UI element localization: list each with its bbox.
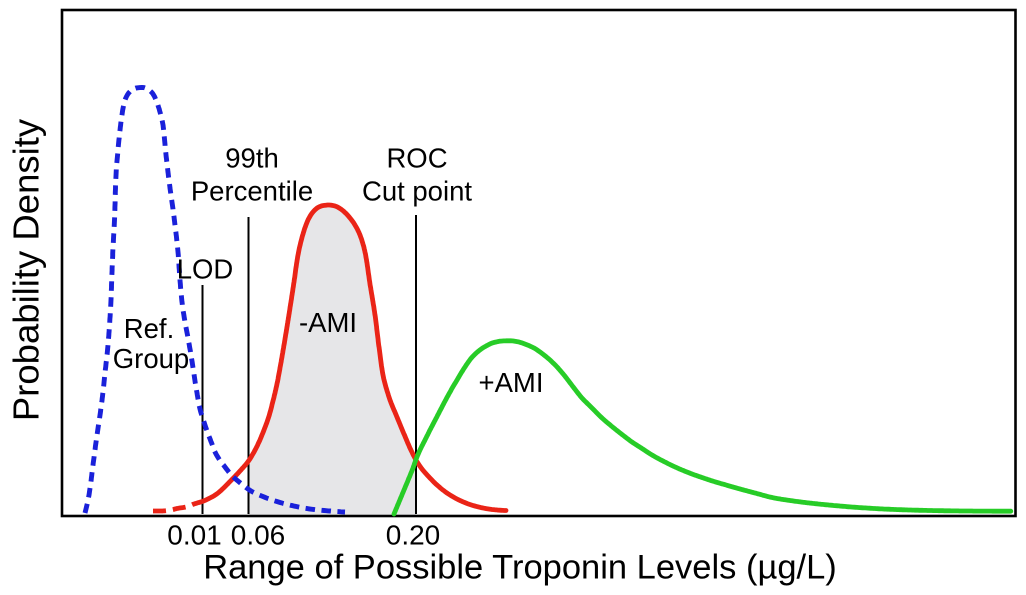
svg-text:Probability Density: Probability Density [6, 118, 47, 421]
svg-text:0.06: 0.06 [231, 520, 286, 551]
svg-text:Ref.: Ref. [124, 313, 174, 344]
svg-text:0.01: 0.01 [167, 520, 222, 551]
svg-text:ROC: ROC [386, 143, 447, 174]
svg-text:Range of Possible Troponin Lev: Range of Possible Troponin Levels (µg/L) [203, 549, 837, 587]
svg-text:Percentile: Percentile [191, 176, 313, 207]
svg-text:+AMI: +AMI [479, 367, 544, 398]
svg-text:Group: Group [113, 343, 189, 374]
svg-text:-AMI: -AMI [299, 307, 357, 338]
svg-text:LOD: LOD [177, 254, 234, 285]
svg-text:0.20: 0.20 [386, 520, 441, 551]
svg-text:99th: 99th [225, 143, 279, 174]
svg-text:Cut point: Cut point [362, 176, 472, 207]
